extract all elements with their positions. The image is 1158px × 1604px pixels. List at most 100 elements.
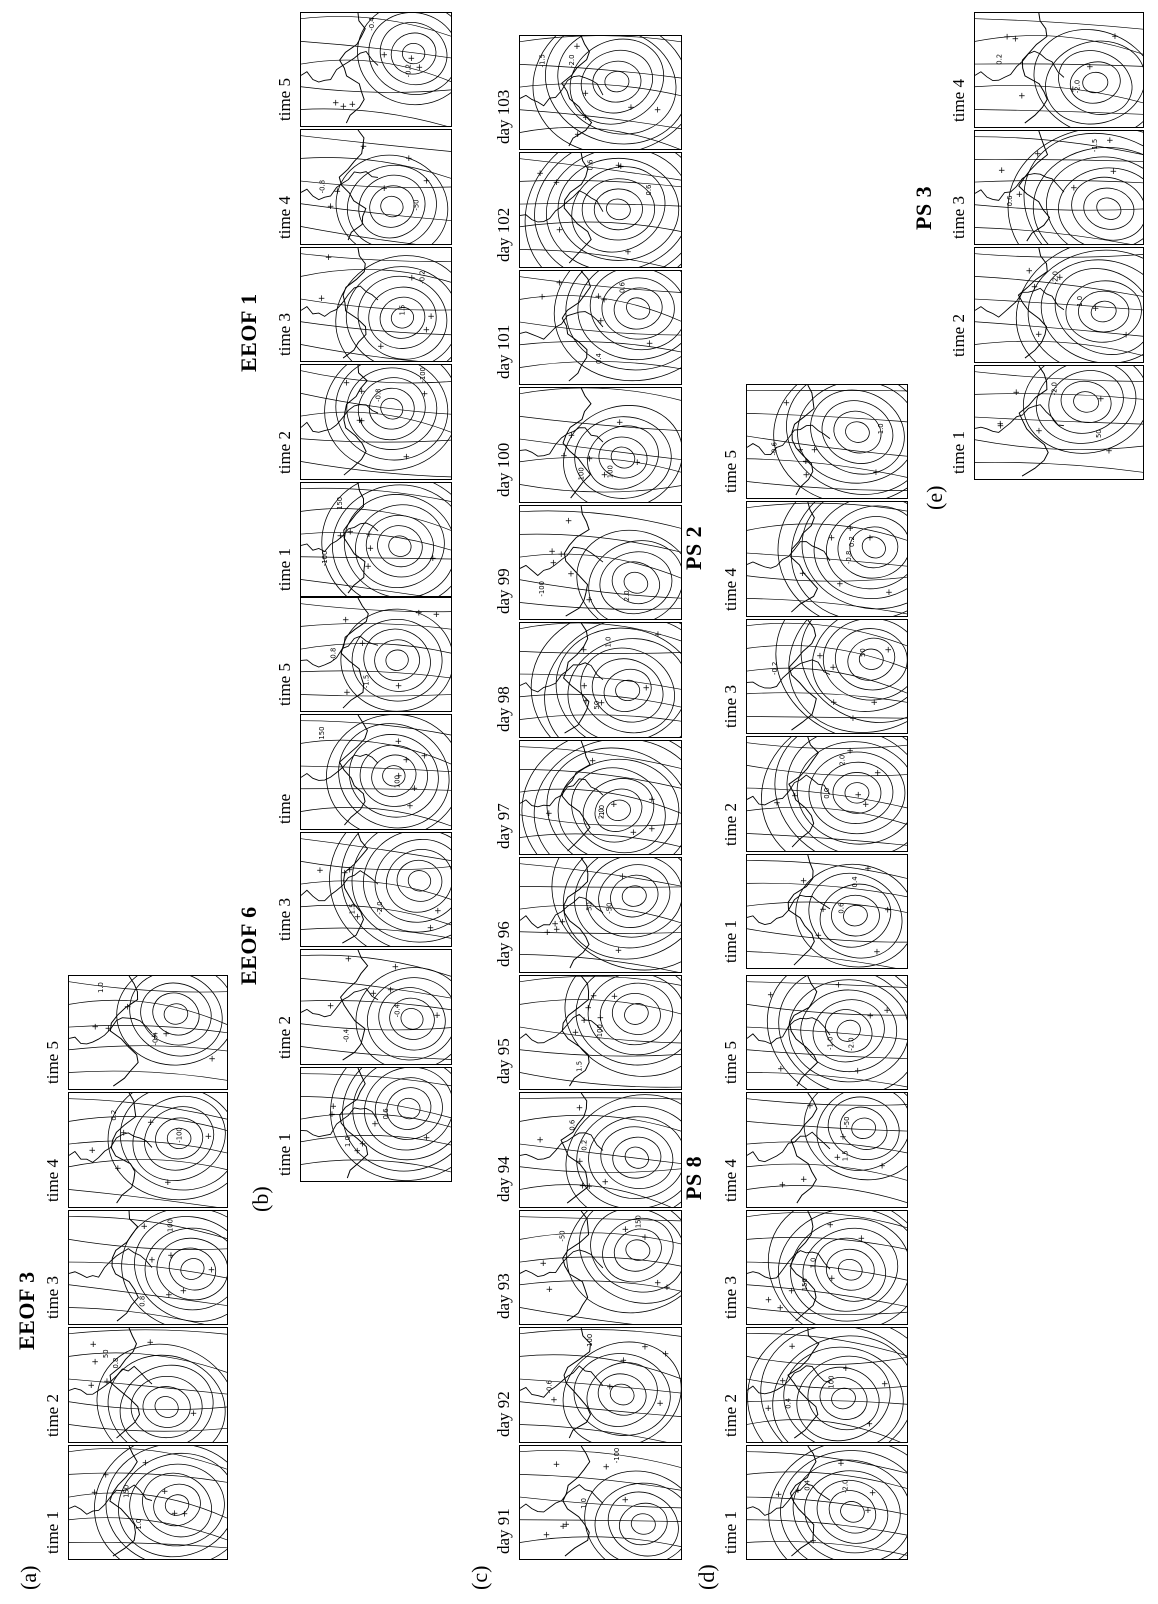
grid-marker: +: [91, 1358, 98, 1368]
contour-line: [301, 670, 451, 678]
contour-line: [332, 484, 451, 596]
contour-line: [345, 265, 451, 361]
grid-marker: +: [548, 547, 555, 557]
grid-marker: +: [586, 595, 593, 605]
panel-label: time 4: [721, 567, 740, 611]
grid-marker: +: [842, 1364, 849, 1374]
coastline: [301, 635, 379, 667]
contour-line: [551, 858, 681, 971]
grid-marker: +: [849, 714, 856, 724]
contour-line: [546, 747, 681, 854]
panel-label: time 1: [275, 548, 294, 591]
contour-line: [804, 1469, 901, 1553]
contour-line: [975, 84, 1143, 104]
grid-marker: +: [615, 946, 622, 956]
grid-marker: +: [356, 416, 363, 426]
contour-line: [144, 1106, 215, 1171]
contour-line: [819, 1377, 868, 1420]
grid-marker: +: [600, 295, 607, 305]
grid-marker: +: [147, 1118, 154, 1128]
coastline: [343, 482, 366, 593]
grid-marker: +: [878, 1161, 885, 1171]
grid-marker: +: [816, 651, 823, 661]
contour-line: [368, 387, 415, 430]
grid-marker: +: [580, 646, 587, 656]
grid-marker: +: [343, 688, 350, 698]
contour-value-label: 0.2: [848, 536, 856, 547]
coastline: [787, 1328, 820, 1439]
contour-line: [301, 15, 451, 37]
map-panel-c-2: + + + + + + -0.6 100: [519, 1327, 682, 1443]
grid-marker: +: [408, 54, 415, 64]
panel-label: day 99: [494, 568, 513, 614]
coastline: [339, 950, 369, 1061]
contour-line: [324, 365, 451, 471]
map-panel-d-5: + + + + + + -1.0 -2.0: [746, 974, 908, 1090]
grid-marker: +: [423, 325, 430, 335]
coastline: [747, 894, 831, 925]
grid-marker: +: [835, 980, 842, 990]
contour-line: [520, 275, 681, 293]
coastline: [69, 1016, 153, 1044]
contour-line: [777, 502, 907, 616]
contour-value-label: -100: [419, 367, 427, 383]
grid-marker: +: [556, 278, 563, 288]
contour-line: [520, 126, 681, 149]
contour-line: [772, 1335, 907, 1442]
coastline: [301, 753, 379, 781]
contour-line: [975, 158, 1143, 162]
contour-line: [609, 1383, 635, 1406]
panel-label: day 92: [494, 1390, 513, 1437]
coastline: [790, 1093, 818, 1204]
grid-marker: +: [387, 986, 394, 996]
contour-line: [801, 502, 907, 610]
contour-line: [975, 63, 1143, 67]
grid-marker: +: [606, 1383, 613, 1393]
grid-marker: +: [624, 248, 631, 258]
coastline: [562, 1210, 590, 1321]
contour-map: + +++++0.20.6: [520, 1093, 681, 1207]
contour-line: [389, 997, 435, 1040]
contour-line: [386, 1086, 432, 1130]
grid-marker: +: [91, 1487, 98, 1497]
grid-marker: +: [998, 166, 1005, 176]
grid-marker: +: [434, 906, 441, 916]
contour-line: [301, 555, 451, 559]
contour-value-label: 100: [828, 1376, 836, 1389]
contour-line: [96, 1343, 227, 1442]
coastline: [520, 1483, 604, 1512]
grid-marker: +: [595, 291, 602, 301]
contour-line: [301, 642, 451, 653]
grid-marker: +: [1111, 32, 1118, 42]
contour-line: [180, 1257, 205, 1280]
contour-line: [69, 1159, 227, 1170]
contour-line: [747, 622, 907, 646]
contour-line: [520, 813, 681, 826]
grid-marker: +: [834, 1153, 841, 1163]
coastline: [342, 247, 367, 358]
contour-line: [301, 879, 451, 900]
grid-marker: +: [416, 62, 423, 72]
coastline: [747, 1016, 831, 1044]
map-panel-e-1: + + + + + + -2.0 50: [974, 364, 1144, 480]
contour-line: [747, 644, 907, 669]
contour-line: [747, 806, 907, 825]
panel-label: time 1: [721, 920, 740, 963]
contour-line: [129, 975, 223, 1056]
grid-marker: +: [87, 1381, 94, 1391]
grid-marker: +: [1122, 330, 1129, 340]
grid-marker: +: [403, 453, 410, 463]
grid-marker: +: [181, 1509, 188, 1519]
contour-value-label: -1.5: [538, 54, 546, 67]
contour-line: [155, 1117, 204, 1160]
contour-line: [816, 1479, 889, 1544]
contour-line: [747, 1141, 907, 1154]
contour-line: [796, 1355, 891, 1442]
contour-line: [597, 1373, 647, 1416]
contour-line: [1058, 166, 1143, 244]
contour-value-label: 100: [577, 467, 585, 480]
panel-label: time 2: [43, 1393, 62, 1437]
grid-marker: +: [346, 865, 353, 875]
contour-line: [747, 1496, 907, 1515]
